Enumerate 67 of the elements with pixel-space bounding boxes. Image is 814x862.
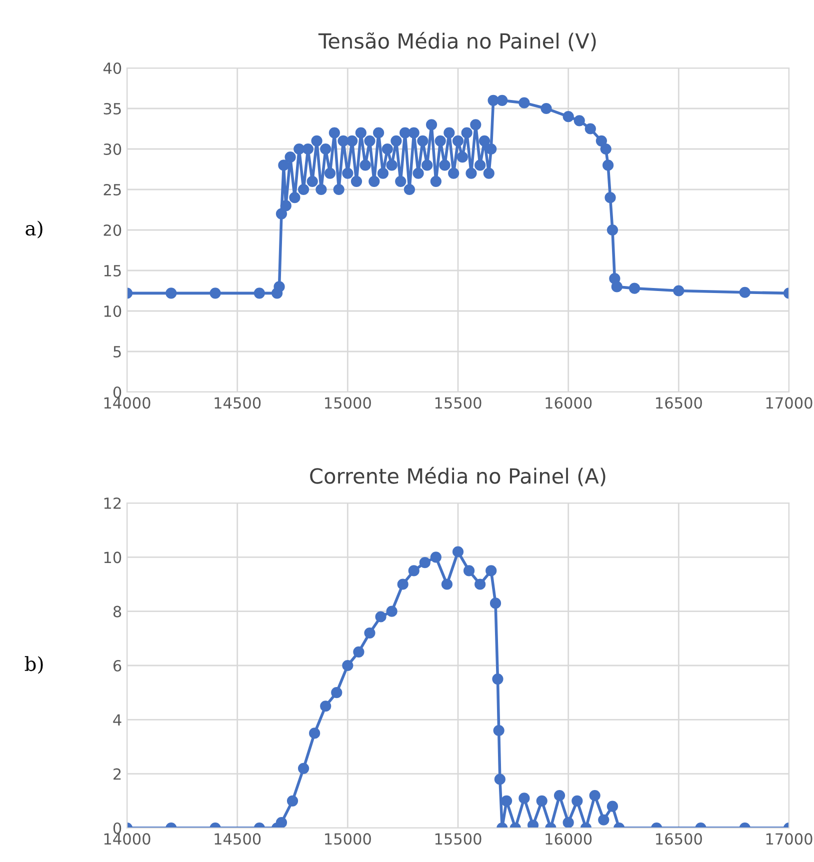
point [562, 817, 574, 828]
y-tick-label: 40 [103, 62, 122, 74]
point [554, 790, 566, 802]
point [353, 646, 364, 658]
point [518, 792, 530, 804]
point [492, 673, 504, 685]
y-tick-label: 10 [104, 552, 122, 564]
y-tick-label: 20 [104, 224, 122, 236]
y-tick-label: 6 [113, 660, 122, 672]
point [463, 565, 475, 576]
point [441, 578, 453, 590]
point [386, 606, 398, 617]
y-tick-label: 25 [104, 184, 121, 196]
point [342, 660, 354, 672]
y-tick-label: 8 [113, 606, 122, 618]
point [536, 795, 548, 806]
point [276, 817, 288, 828]
y-tick-label: 12 [104, 497, 121, 509]
x-tick-label: 14000 [104, 833, 150, 845]
text: b) [24, 656, 43, 674]
chart-title: Tensão Média no Painel (V) [318, 32, 596, 52]
x-tick-label: 15500 [435, 397, 482, 409]
x-tick-label: 15000 [325, 397, 371, 409]
x-tick-label: 16000 [546, 833, 592, 845]
text: a) [26, 220, 42, 238]
point [286, 795, 298, 806]
chart-title: Corrente Média no Painel (A) [310, 466, 606, 486]
point [490, 598, 502, 609]
point [364, 627, 376, 639]
x-tick-label: 15000 [325, 833, 371, 845]
point [572, 795, 583, 806]
point [589, 790, 600, 802]
x-tick-label: 14000 [104, 397, 150, 409]
y-tick-label: 2 [114, 768, 121, 780]
point [397, 578, 408, 590]
x-tick-label: 16500 [656, 833, 702, 845]
x-tick-label: 17000 [766, 833, 812, 845]
point [500, 795, 512, 806]
point [320, 700, 332, 712]
y-tick-label: 0 [113, 822, 122, 834]
x-tick-label: 16500 [656, 397, 702, 409]
point [598, 814, 610, 826]
point [375, 611, 386, 622]
point [419, 557, 430, 568]
y-tick-label: 10 [104, 305, 122, 318]
point [474, 578, 486, 590]
point [606, 800, 618, 812]
x-tick-label: 16000 [546, 397, 592, 409]
point [452, 546, 464, 558]
point [408, 565, 420, 576]
point [493, 724, 504, 736]
point [430, 552, 442, 563]
y-tick-label: 4 [113, 714, 122, 726]
point [331, 687, 342, 698]
y-tick-label: 0 [113, 386, 122, 398]
point [298, 762, 310, 774]
point [309, 728, 320, 739]
point [494, 774, 506, 785]
x-tick-label: 17000 [766, 397, 812, 409]
y-tick-label: 30 [104, 143, 122, 156]
y-tick-label: 5 [114, 346, 121, 358]
y-tick-label: 15 [104, 265, 121, 277]
x-tick-label: 15500 [435, 833, 482, 845]
y-tick-label: 35 [104, 102, 121, 115]
point [486, 565, 497, 576]
x-tick-label: 14500 [214, 833, 261, 845]
x-tick-label: 14500 [214, 397, 261, 409]
